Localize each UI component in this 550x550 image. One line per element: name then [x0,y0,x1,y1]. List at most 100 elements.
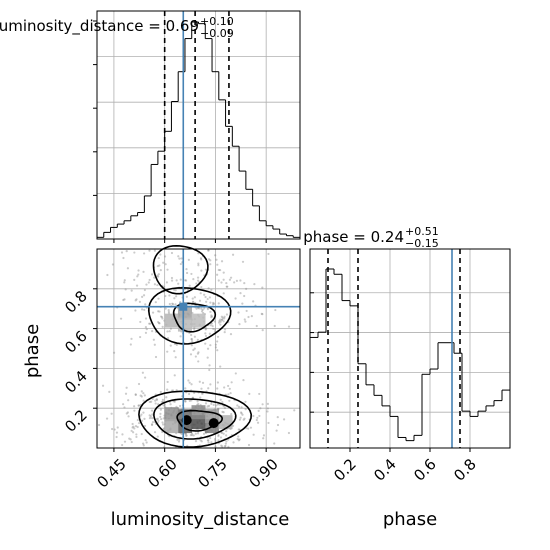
scatter-point [197,351,200,354]
scatter-point [208,332,211,335]
scatter-point [223,445,227,448]
scatter-point [150,423,154,427]
scatter-point [217,435,220,438]
scatter-point [199,257,203,260]
scatter-point [214,346,218,349]
scatter-point [143,308,146,311]
scatter-point [261,286,264,289]
scatter-point [232,441,235,444]
scatter-point [131,422,134,426]
scatter-point [244,400,247,403]
scatter-point [174,303,177,306]
scatter-point [200,387,203,390]
scatter-point [244,408,247,411]
scatter-point [165,396,168,399]
scatter-point [151,397,154,401]
scatter-point [157,419,160,422]
scatter-point [201,308,204,311]
contour-line [153,398,237,440]
scatter-point [267,421,270,425]
scatter-point [293,409,296,412]
scatter-point [144,317,148,320]
scatter-point [226,285,229,288]
scatter-point [202,432,206,435]
scatter-point [162,404,165,407]
scatter-point [195,282,198,285]
truth-marker [179,302,188,311]
scatter-point [191,300,195,303]
scatter-point [275,429,278,432]
scatter-point [124,288,127,291]
scatter-point [173,297,176,300]
scatter-point [154,402,157,405]
scatter-point [134,299,137,302]
scatter-point [190,333,193,337]
scatter-point [144,326,148,329]
scatter-point [140,432,143,436]
scatter-point [216,403,220,406]
scatter-point [184,434,188,437]
scatter-point [201,381,205,384]
scatter-point [210,402,213,405]
scatter-point [133,427,136,430]
scatter-point [160,315,164,319]
axis-ticks [310,292,471,452]
scatter-point [207,387,210,390]
scatter-point [206,356,209,359]
scatter-point [159,408,162,411]
scatter-point [116,426,119,429]
scatter-point [236,404,239,407]
scatter-point [202,311,205,315]
scatter-point [222,271,225,274]
scatter-point [137,269,140,272]
phase-hist-panel [309,248,511,452]
scatter-point [209,263,212,266]
scatter-point [197,262,200,265]
scatter-point [213,320,216,323]
scatter-point [166,336,170,340]
scatter-point [239,292,242,295]
scatter-point [166,330,169,333]
scatter-point [220,281,223,284]
scatter-point [261,403,264,406]
scatter-point [167,308,170,312]
scatter-point [247,427,250,430]
scatter-point [194,432,197,435]
scatter-point [193,391,196,394]
scatter-point [158,310,161,313]
scatter-point [216,273,219,276]
scatter-point [140,390,143,393]
scatter-point [221,401,224,404]
scatter-point [240,412,243,415]
scatter-point [140,413,143,416]
scatter-point [129,438,132,441]
scatter-point [225,281,228,285]
scatter-point [220,315,223,318]
scatter-point [144,438,147,442]
scatter-point [157,310,160,313]
scatter-point [137,404,141,407]
scatter-point [161,421,164,424]
scatter-point [214,254,217,257]
scatter-point [188,399,191,402]
scatter-point [212,403,215,406]
scatter-point [178,257,181,260]
scatter-point [243,282,246,285]
scatter-point [210,288,213,291]
scatter-point [227,384,230,388]
scatter-point [245,287,248,290]
scatter-point [214,445,217,448]
scatter-point [201,392,204,395]
scatter-point [236,437,239,441]
scatter-point [207,441,210,444]
scatter-point [217,439,220,442]
scatter-point [132,431,135,434]
scatter-point [158,264,161,267]
scatter-point [142,442,145,445]
scatter-point [163,255,167,258]
scatter-point [209,383,212,386]
axis-ticks [93,288,267,452]
scatter-point [122,256,125,260]
scatter-point [198,380,201,383]
scatter-point [149,322,152,325]
